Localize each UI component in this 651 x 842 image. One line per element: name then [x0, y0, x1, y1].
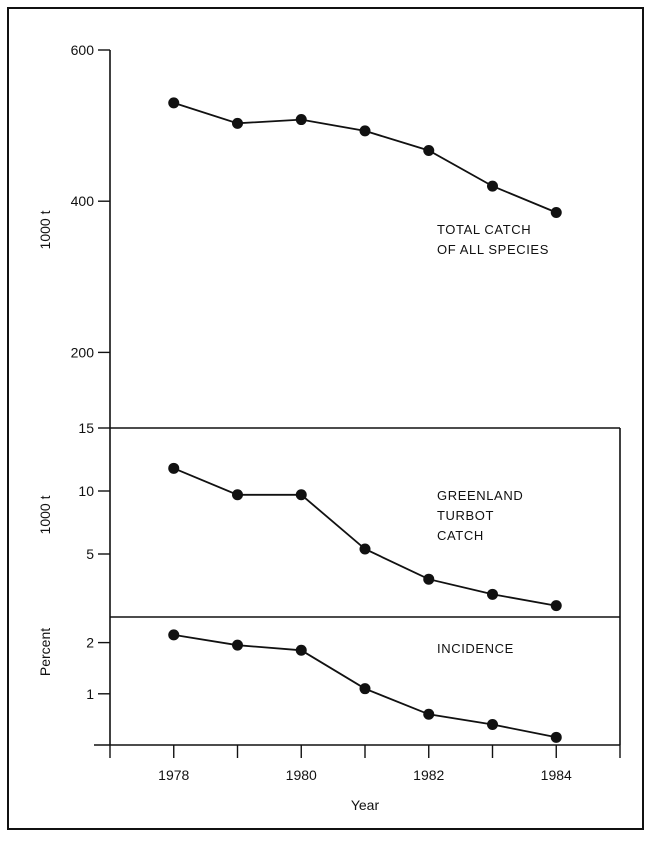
annotation-text: OF ALL SPECIES [437, 242, 549, 257]
data-point [359, 543, 371, 555]
annotation-text: CATCH [437, 528, 484, 543]
data-point [487, 588, 498, 600]
data-point [232, 489, 243, 501]
figure-frame [7, 7, 644, 830]
annotation-text: TURBOT [437, 508, 494, 523]
x-tick-label: 1984 [541, 767, 572, 783]
data-point [550, 207, 562, 219]
axes-layer [94, 49, 621, 758]
x-axis-title: Year [351, 797, 380, 813]
data-point [232, 639, 243, 651]
data-point [487, 719, 498, 731]
y-axis-title: 1000 t [37, 210, 53, 249]
series-line [173, 102, 557, 214]
data-point [550, 731, 562, 743]
data-point [168, 629, 180, 641]
y-axis-title: 1000 t [37, 495, 53, 534]
y-tick-label: 1 [86, 686, 94, 702]
x-tick-label: 1978 [158, 767, 189, 783]
annotation-text: TOTAL CATCH [437, 222, 531, 237]
y-tick-label: 600 [71, 42, 95, 58]
data-point [423, 708, 435, 720]
y-tick-label: 15 [78, 420, 94, 436]
data-point [359, 125, 371, 137]
data-point [487, 180, 498, 192]
annotation-text: GREENLAND [437, 488, 523, 503]
series-layer [168, 97, 562, 743]
y-tick-label: 400 [71, 193, 95, 209]
data-point [423, 573, 435, 585]
y-tick-label: 200 [71, 344, 95, 360]
data-point [359, 683, 371, 695]
x-tick-label: 1982 [413, 767, 444, 783]
data-point [168, 462, 180, 474]
data-point [295, 114, 307, 126]
x-tick-label: 1980 [286, 767, 317, 783]
annotation-text: INCIDENCE [437, 641, 514, 656]
data-point [295, 489, 307, 501]
data-point [232, 117, 243, 129]
data-point [550, 600, 562, 612]
data-point [168, 97, 180, 109]
data-point [423, 145, 435, 157]
y-axis-title: Percent [37, 628, 53, 676]
text-layer: 200 400 600 1000 t TOTAL CATCH OF ALL SPECIES… [37, 42, 572, 813]
data-point [295, 644, 307, 656]
y-tick-label: 2 [86, 635, 94, 651]
y-tick-label: 5 [86, 546, 94, 562]
y-tick-label: 10 [78, 483, 94, 499]
